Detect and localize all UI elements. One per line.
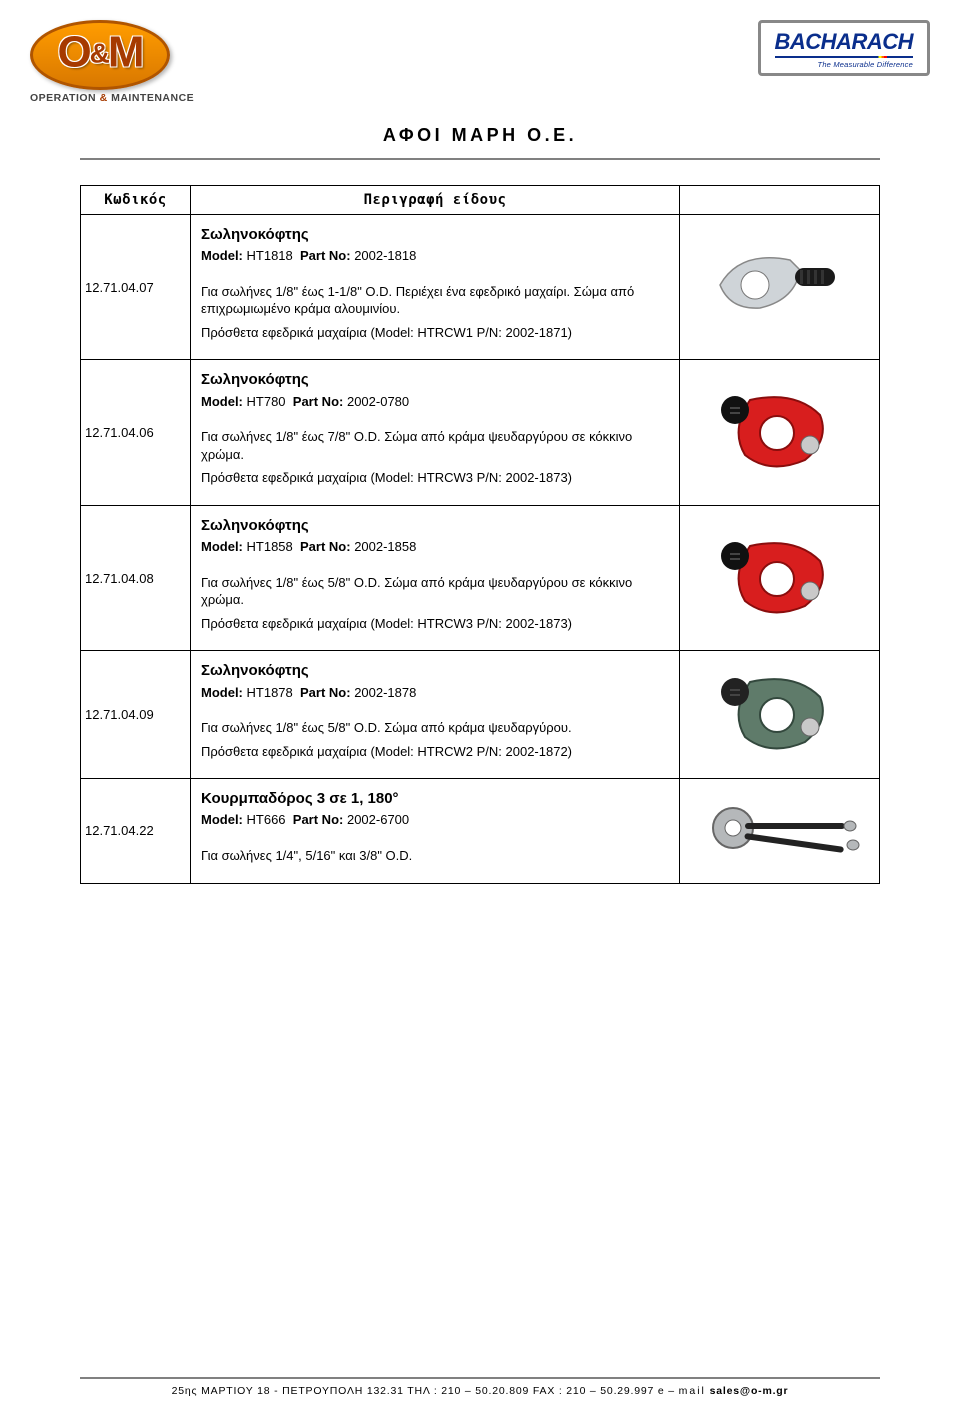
page: O&M OPERATION & MAINTENANCE BACHARACH Th…: [0, 0, 960, 1425]
company-title: ΑΦΟΙ ΜΑΡΗ Ο.Ε.: [383, 125, 577, 146]
product-title: Κουρμπαδόρος 3 σε 1, 180°: [201, 789, 669, 809]
product-image-icon: [705, 521, 855, 631]
code-cell: 12.71.04.06: [81, 360, 191, 505]
product-title: Σωληνοκόφτης: [201, 225, 669, 245]
page-footer: 25ης ΜΑΡΤΙΟΥ 18 - ΠΕΤΡΟΥΠΟΛΗ 132.31 ΤΗΛ …: [80, 1377, 880, 1397]
desc-body-2: Πρόσθετα εφεδρικά μαχαίρια (Model: HTRCW…: [201, 469, 669, 487]
desc-cell: Κουρμπαδόρος 3 σε 1, 180° Model: HT666 P…: [191, 779, 680, 883]
bacharach-name: BACHARACH: [775, 29, 914, 55]
image-cell: [680, 215, 880, 360]
model-line: Model: HT666 Part No: 2002-6700: [201, 811, 669, 829]
desc-body-1: Για σωλήνες 1/8" έως 5/8" O.D. Σώμα από …: [201, 719, 669, 737]
th-image: [680, 186, 880, 215]
desc-body-1: Για σωλήνες 1/8" έως 1-1/8" O.D. Περιέχε…: [201, 283, 669, 318]
desc-cell: Σωληνοκόφτης Model: HT1818 Part No: 2002…: [191, 215, 680, 360]
om-logo-text: O&M: [57, 28, 142, 78]
bacharach-tagline: The Measurable Difference: [775, 60, 914, 69]
footer-text: 25ης ΜΑΡΤΙΟΥ 18 - ΠΕΤΡΟΥΠΟΛΗ 132.31 ΤΗΛ …: [172, 1385, 679, 1397]
desc-body-2: Πρόσθετα εφεδρικά μαχαίρια (Model: HTRCW…: [201, 324, 669, 342]
image-cell: [680, 651, 880, 779]
table-row: 12.71.04.22 Κουρμπαδόρος 3 σε 1, 180° Mo…: [81, 779, 880, 883]
code-cell: 12.71.04.07: [81, 215, 191, 360]
desc-cell: Σωληνοκόφτης Model: HT780 Part No: 2002-…: [191, 360, 680, 505]
code-cell: 12.71.04.08: [81, 505, 191, 650]
desc-cell: Σωληνοκόφτης Model: HT1858 Part No: 2002…: [191, 505, 680, 650]
th-desc: Περιγραφή είδους: [191, 186, 680, 215]
desc-body-2: Πρόσθετα εφεδρικά μαχαίρια (Model: HTRCW…: [201, 615, 669, 633]
code-cell: 12.71.04.09: [81, 651, 191, 779]
page-header: O&M OPERATION & MAINTENANCE BACHARACH Th…: [80, 30, 880, 160]
footer-email: sales@o-m.gr: [710, 1385, 789, 1397]
om-logo-sub1: OPERATION & MAINTENANCE: [30, 92, 194, 104]
product-title: Σωληνοκόφτης: [201, 370, 669, 390]
desc-body-1: Για σωλήνες 1/8" έως 7/8" O.D. Σώμα από …: [201, 428, 669, 463]
image-cell: [680, 505, 880, 650]
model-line: Model: HT1818 Part No: 2002-1818: [201, 247, 669, 265]
desc-body-1: Για σωλήνες 1/4", 5/16" και 3/8" O.D.: [201, 847, 669, 865]
image-cell: [680, 779, 880, 883]
desc-cell: Σωληνοκόφτης Model: HT1878 Part No: 2002…: [191, 651, 680, 779]
model-line: Model: HT1878 Part No: 2002-1878: [201, 684, 669, 702]
th-code: Κωδικός: [81, 186, 191, 215]
company-logo-left: O&M OPERATION & MAINTENANCE: [30, 20, 250, 106]
catalog-table: Κωδικός Περιγραφή είδους 12.71.04.07 Σωλ…: [80, 185, 880, 884]
model-line: Model: HT780 Part No: 2002-0780: [201, 393, 669, 411]
footer-mail-label: mail: [679, 1385, 706, 1397]
image-cell: [680, 360, 880, 505]
table-row: 12.71.04.07 Σωληνοκόφτης Model: HT1818 P…: [81, 215, 880, 360]
desc-body-2: Πρόσθετα εφεδρικά μαχαίρια (Model: HTRCW…: [201, 743, 669, 761]
product-title: Σωληνοκόφτης: [201, 516, 669, 536]
code-cell: 12.71.04.22: [81, 779, 191, 883]
product-image-icon: [700, 230, 860, 340]
product-image-icon: [705, 657, 855, 767]
table-row: 12.71.04.06 Σωληνοκόφτης Model: HT780 Pa…: [81, 360, 880, 505]
table-row: 12.71.04.08 Σωληνοκόφτης Model: HT1858 P…: [81, 505, 880, 650]
desc-body-1: Για σωλήνες 1/8" έως 5/8" O.D. Σώμα από …: [201, 574, 669, 609]
model-line: Model: HT1858 Part No: 2002-1858: [201, 538, 669, 556]
product-title: Σωληνοκόφτης: [201, 661, 669, 681]
product-image-icon: [705, 375, 855, 485]
product-image-icon: [695, 783, 865, 873]
brand-logo-right: BACHARACH The Measurable Difference: [710, 20, 930, 76]
table-row: 12.71.04.09 Σωληνοκόφτης Model: HT1878 P…: [81, 651, 880, 779]
